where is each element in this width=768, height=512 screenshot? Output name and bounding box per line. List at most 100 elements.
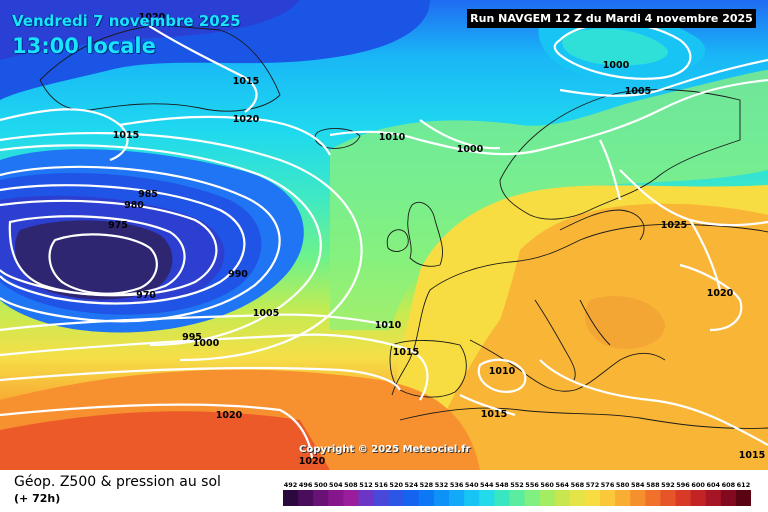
- scale-tick-label: 508: [344, 481, 358, 489]
- greenland-coast: [39, 24, 281, 112]
- scale-swatch: [705, 490, 722, 506]
- isobar-1025-east: [679, 263, 743, 332]
- scale-tick-label: 588: [646, 481, 660, 489]
- isobar-label: 1000: [603, 60, 630, 71]
- isobar-label: 1020: [139, 12, 166, 23]
- scale-tick-label: 524: [405, 481, 419, 489]
- europe-coast: [391, 223, 768, 396]
- scale-swatch: [554, 490, 571, 506]
- scale-swatch: [735, 490, 751, 506]
- scale-swatch: [343, 490, 359, 506]
- scale-tick-label: 520: [389, 481, 403, 489]
- isobar-1020-east: [619, 169, 768, 291]
- isobar-label: 1020: [707, 288, 734, 299]
- isobar-1015-med: [459, 359, 768, 446]
- scale-tick-label: 584: [631, 481, 645, 489]
- scale-swatch: [509, 490, 526, 506]
- scale-tick-label: 536: [450, 481, 464, 489]
- scale-swatch: [298, 490, 314, 506]
- isobar-1015-greenland: [0, 108, 331, 162]
- isobar-1015-west: [0, 366, 401, 391]
- isobar-1000-sea: [419, 119, 501, 150]
- scale-tick-label: 612: [737, 481, 751, 489]
- isobar-label: 1015: [739, 450, 765, 461]
- land-outlines: [39, 24, 768, 429]
- scale-tick-label: 608: [722, 481, 736, 489]
- scale-swatch: [328, 490, 344, 506]
- isobar-label: 980: [124, 200, 144, 211]
- model-run-banner: Run NAVGEM 12 Z du Mardi 4 novembre 2025: [467, 9, 756, 28]
- scale-swatch: [433, 490, 450, 506]
- scale-tick-label: 572: [586, 481, 600, 489]
- isobar-1010: [329, 78, 768, 156]
- forecast-date: Vendredi 7 novembre 2025: [12, 12, 241, 30]
- scandinavia-coast: [499, 89, 741, 220]
- isobar-label: 1020: [299, 456, 326, 467]
- scale-swatch: [645, 490, 661, 506]
- scale-swatch: [630, 490, 646, 506]
- legend-subtitle: (+ 72h): [14, 492, 61, 505]
- isobar-label: 1005: [253, 308, 279, 319]
- scale-swatch: [675, 490, 692, 506]
- baltic-coast: [559, 209, 645, 241]
- isobar-label: 1010: [489, 366, 516, 377]
- scale-swatch: [313, 490, 329, 506]
- scale-tick-label: 512: [359, 481, 373, 489]
- scale-tick-label: 552: [510, 481, 524, 489]
- scale-swatch: [464, 490, 480, 506]
- copyright-notice: Copyright © 2025 Meteociel.fr: [299, 444, 471, 455]
- scale-swatch: [615, 490, 631, 506]
- red-region: [0, 411, 330, 470]
- scale-swatch: [720, 490, 737, 506]
- isobar-label: 1015: [233, 76, 259, 87]
- scale-tick-label: 548: [495, 481, 509, 489]
- isobar-975-ring: [8, 215, 186, 297]
- scale-swatch: [373, 490, 390, 506]
- iberia-coast: [389, 340, 467, 398]
- scale-tick-label: 576: [601, 481, 615, 489]
- isobar-label: 1010: [375, 320, 402, 331]
- isobar-label: 990: [228, 269, 248, 280]
- scale-tick-label: 592: [661, 481, 675, 489]
- isobar-label: 1025: [661, 220, 687, 231]
- north-cold-pool-inner: [562, 28, 669, 66]
- scale-swatch: [403, 490, 420, 506]
- isobar-label: 1015: [393, 347, 419, 358]
- isobar-985-ring: [0, 184, 246, 305]
- scale-swatch: [418, 490, 435, 506]
- isobar-label: 1015: [113, 130, 139, 141]
- scale-tick-label: 564: [556, 481, 570, 489]
- isobar-1010-med: [477, 358, 527, 393]
- isobar-label: 1000: [193, 338, 220, 349]
- scale-swatch: [283, 490, 299, 506]
- isobar-1020-north: [139, 19, 258, 113]
- isobar-label: 995: [182, 332, 202, 343]
- isobar-label: 1000: [457, 144, 484, 155]
- scale-swatch: [479, 490, 495, 506]
- scale-tick-label: 504: [329, 481, 343, 489]
- scale-tick-label: 580: [616, 481, 630, 489]
- hot-spot-central: [585, 296, 665, 349]
- ireland-coast: [386, 229, 409, 252]
- green-band: [330, 70, 768, 330]
- scale-tick-label: 568: [571, 481, 585, 489]
- scale-tick-label: 596: [676, 481, 690, 489]
- isobar-label: 1015: [481, 409, 507, 420]
- scale-tick-label: 500: [314, 481, 328, 489]
- isobar-label: 985: [138, 189, 158, 200]
- scale-tick-label: 496: [299, 481, 313, 489]
- scale-swatch: [584, 490, 601, 506]
- isobar-980-ring: [0, 199, 218, 297]
- scale-tick-label: 492: [284, 481, 298, 489]
- isobar-label: 1010: [379, 132, 406, 143]
- scale-swatch: [539, 490, 556, 506]
- scale-tick-label: 600: [691, 481, 705, 489]
- isobar-1015-scand: [599, 139, 622, 201]
- isobar-lines: [0, 19, 768, 459]
- scale-swatch: [388, 490, 405, 506]
- scale-tick-label: 528: [420, 481, 434, 489]
- legend-title: Géop. Z500 & pression au sol: [14, 474, 221, 490]
- scale-swatch: [690, 490, 707, 506]
- isobar-970-ring: [48, 233, 158, 295]
